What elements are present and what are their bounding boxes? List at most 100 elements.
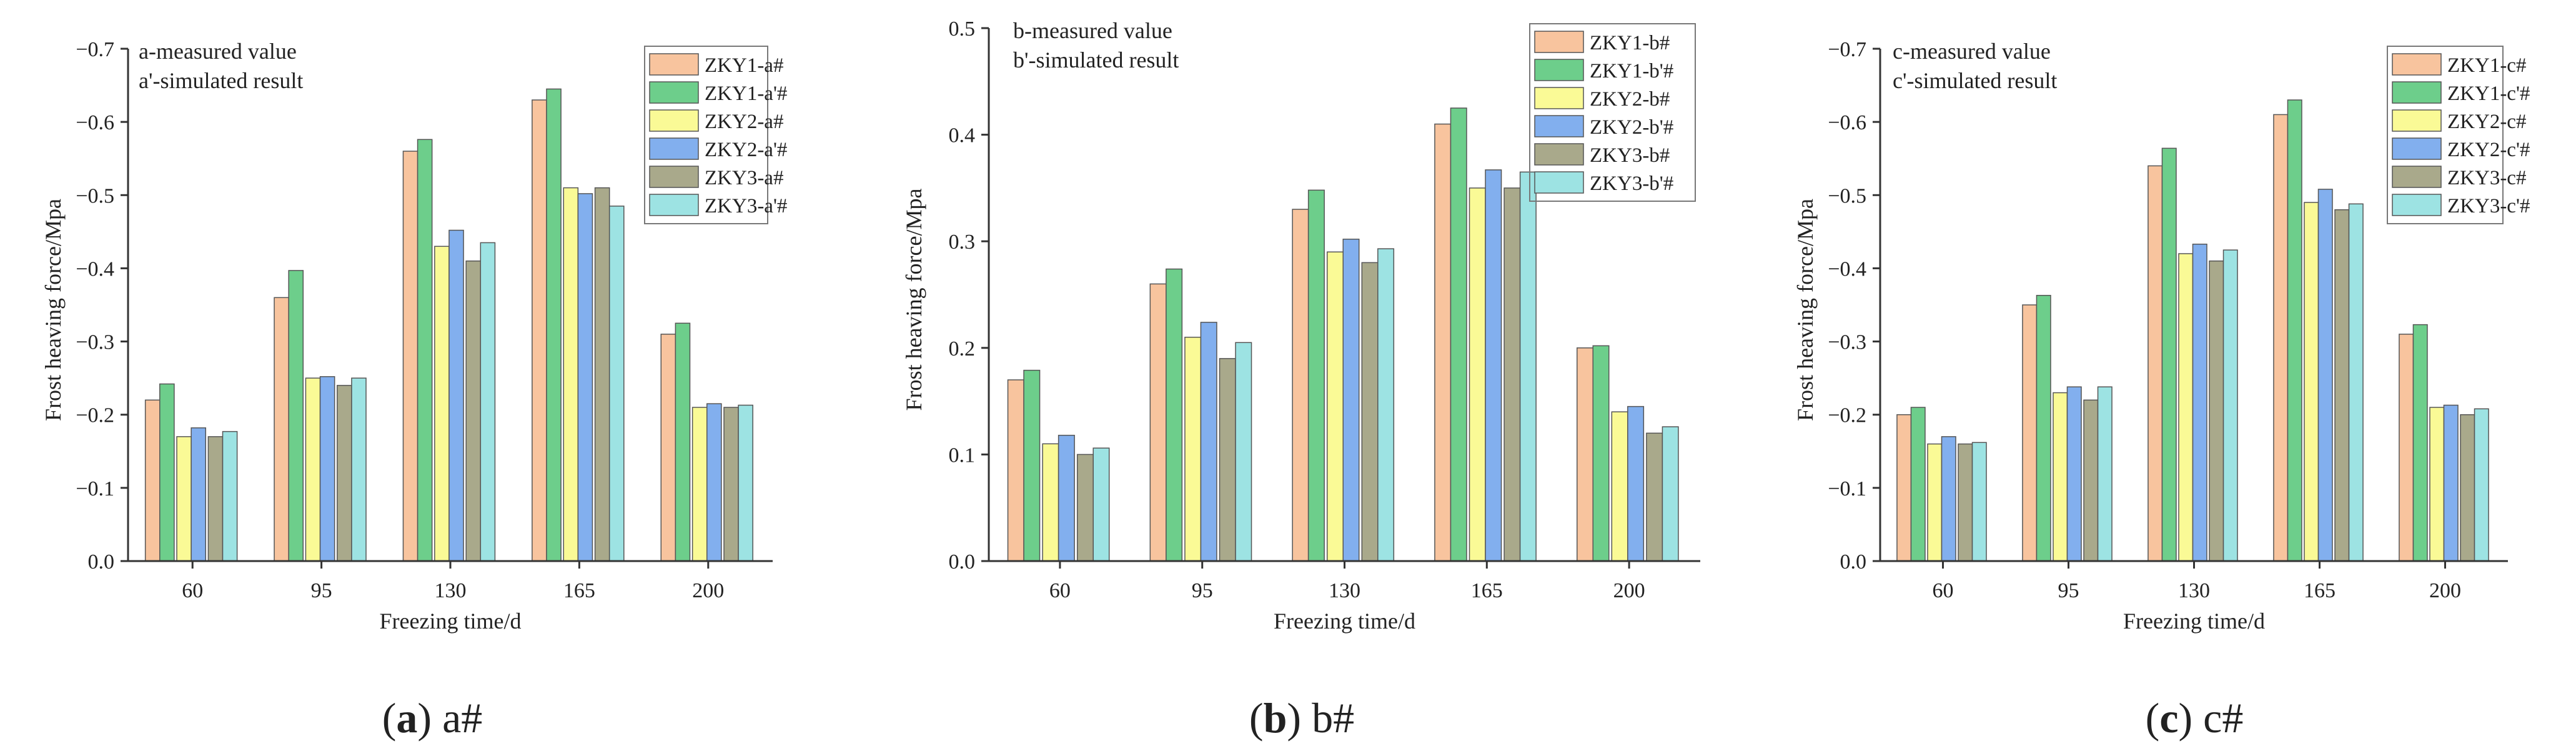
bar-ZKY1-chash-165	[2273, 114, 2289, 562]
caption-text: a#	[442, 694, 482, 742]
legend-label: ZKY2-a#	[705, 111, 783, 133]
legend-swatch	[649, 53, 699, 76]
bar-ZKY1-bprimehash-165	[1450, 107, 1467, 562]
bar-ZKY2-bprimehash-60	[1058, 434, 1075, 562]
legend-swatch	[1534, 59, 1584, 81]
y-tick-label: 0.0	[88, 550, 115, 574]
legend-swatch	[2392, 53, 2442, 76]
annotation-note: c'-simulated result	[1893, 68, 2057, 93]
panel-caption: (b) b#	[1249, 694, 1354, 742]
y-tick-label: −0.5	[1828, 184, 1866, 207]
caption-letter: a	[396, 694, 417, 742]
bar-ZKY3-aprimehash-130	[480, 242, 496, 562]
bars	[1896, 99, 2489, 562]
y-tick-label: 0.4	[949, 124, 976, 147]
x-tick-label: 165	[1471, 579, 1503, 602]
caption-letter: b	[1264, 694, 1287, 742]
bar-ZKY1-bhash-200	[1576, 347, 1593, 562]
bar-ZKY1-chash-200	[2399, 334, 2414, 562]
bar-ZKY2-bprimehash-165	[1485, 169, 1502, 562]
legend-label: ZKY1-a'#	[705, 82, 787, 105]
x-axis-title: Freezing time/d	[1274, 609, 1415, 634]
bar-ZKY1-aprimehash-165	[546, 88, 562, 562]
bar-ZKY2-cprimehash-130	[2192, 244, 2207, 562]
bar-ZKY2-ahash-95	[305, 377, 321, 562]
bar-ZKY1-ahash-165	[532, 99, 547, 562]
legend-frame	[644, 46, 768, 224]
y-tick-label: −0.4	[76, 257, 114, 281]
x-tick-label: 60	[1933, 579, 1954, 602]
legend-swatch	[1534, 87, 1584, 109]
bar-ZKY2-ahash-130	[434, 246, 450, 562]
legend-frame	[2387, 46, 2504, 224]
legend-label: ZKY2-c'#	[2447, 139, 2530, 161]
bar-ZKY3-bprimehash-165	[1519, 171, 1537, 562]
y-tick-label: −0.7	[1828, 38, 1866, 61]
bar-ZKY2-cprimehash-165	[2317, 189, 2333, 562]
legend-frame	[1529, 23, 1696, 202]
bar-ZKY1-cprimehash-165	[2287, 99, 2302, 562]
bar-ZKY2-cprimehash-60	[1941, 436, 1956, 562]
bar-ZKY3-ahash-95	[337, 385, 352, 562]
annotation-note: b-measured value	[1013, 18, 1172, 43]
y-axis-ticks: 0.0 −0.1 −0.2 −0.3 −0.4 −0.5 −0.6 −0.7	[1828, 38, 1880, 574]
legend-swatch	[2392, 166, 2442, 188]
x-tick-label: 200	[2429, 579, 2461, 602]
y-tick-label: 0.0	[1840, 550, 1867, 574]
caption-paren-open: (	[2146, 694, 2160, 742]
bar-ZKY1-aprimehash-200	[675, 322, 691, 562]
annotation-note: a-measured value	[139, 39, 297, 64]
x-tick-label: 200	[692, 579, 724, 602]
bar-ZKY3-aprimehash-60	[222, 430, 238, 562]
bar-ZKY2-chash-200	[2429, 407, 2445, 562]
y-tick-label: −0.2	[1828, 404, 1866, 427]
bar-ZKY2-ahash-60	[176, 436, 192, 562]
bar-ZKY1-ahash-200	[660, 334, 676, 562]
bar-ZKY3-chash-130	[2209, 260, 2224, 562]
bar-ZKY1-chash-60	[1896, 414, 1912, 562]
legend-label: ZKY1-b'#	[1590, 60, 1673, 82]
bar-ZKY1-bhash-130	[1292, 209, 1309, 562]
y-tick-label: 0.1	[949, 444, 976, 467]
bar-ZKY3-chash-200	[2460, 414, 2475, 562]
x-tick-label: 165	[2304, 579, 2336, 602]
bar-ZKY3-cprimehash-130	[2222, 249, 2238, 562]
y-tick-label: −0.3	[76, 331, 114, 354]
bar-ZKY1-ahash-60	[144, 399, 161, 562]
panel-caption: (a) a#	[382, 694, 483, 742]
legend-label: ZKY3-c#	[2447, 167, 2526, 189]
chart-panel-c: 0.0 −0.1 −0.2 −0.3 −0.4 −0.5 −0.6 −0.7 60 95 130 16…	[1793, 38, 2530, 742]
y-tick-label: −0.6	[1828, 111, 1866, 134]
x-tick-label: 95	[311, 579, 332, 602]
bar-ZKY1-bprimehash-60	[1023, 369, 1041, 562]
bar-ZKY3-chash-165	[2334, 209, 2350, 562]
bar-ZKY2-bhash-95	[1184, 336, 1202, 562]
bar-ZKY1-bhash-165	[1434, 123, 1452, 562]
bar-ZKY2-aprimehash-60	[191, 427, 207, 562]
bar-ZKY2-aprimehash-200	[706, 403, 722, 562]
bar-ZKY2-aprimehash-95	[319, 376, 335, 562]
annotation-note: c-measured value	[1893, 39, 2051, 64]
bar-ZKY3-ahash-200	[723, 407, 739, 562]
chart-panel-b: 0.0 0.1 0.2 0.3 0.4 0.5 60 95 130 165 200 Freezing …	[901, 17, 1700, 742]
y-tick-label: 0.3	[949, 231, 976, 254]
bar-ZKY3-aprimehash-95	[351, 377, 367, 562]
x-tick-label: 60	[1049, 579, 1071, 602]
legend-label: ZKY2-b'#	[1590, 116, 1673, 139]
bar-ZKY1-chash-95	[2022, 304, 2038, 562]
x-axis-title: Freezing time/d	[380, 609, 522, 634]
bar-ZKY1-aprimehash-60	[159, 383, 175, 562]
legend: ZKY1-c# ZKY1-c'# ZKY2-c# ZKY2-c'# ZKY3-c# ZKY…	[2387, 46, 2530, 224]
y-tick-label: −0.1	[76, 477, 114, 500]
x-tick-label: 130	[435, 579, 467, 602]
legend-label: ZKY1-b#	[1590, 32, 1670, 54]
bar-ZKY2-bprimehash-200	[1627, 405, 1645, 562]
bar-ZKY3-chash-95	[2083, 399, 2099, 562]
bar-ZKY1-aprimehash-95	[288, 270, 304, 562]
bar-ZKY1-cprimehash-95	[2036, 295, 2051, 562]
bar-ZKY1-aprimehash-130	[417, 139, 433, 562]
y-tick-label: 0.0	[949, 550, 976, 574]
bar-ZKY3-cprimehash-60	[1971, 442, 1987, 562]
legend-label: ZKY3-c'#	[2447, 195, 2530, 217]
